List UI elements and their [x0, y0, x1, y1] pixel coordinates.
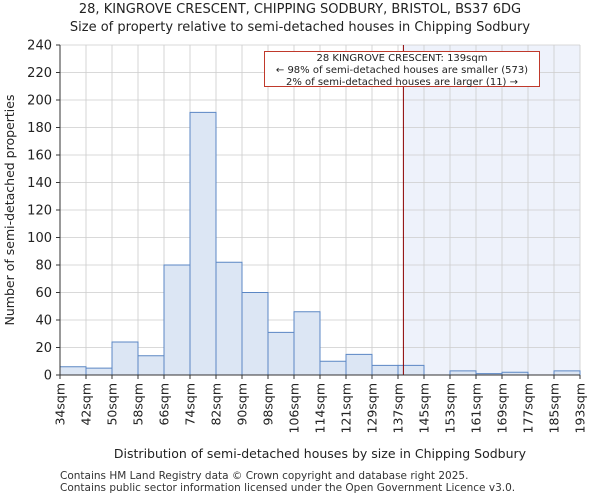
y-tick-label: 180 — [27, 121, 52, 136]
histogram-bar — [345, 353, 373, 376]
histogram-bar — [449, 370, 477, 376]
x-tick-label: 177sqm — [521, 383, 536, 433]
x-tick-label: 98sqm — [261, 383, 276, 426]
histogram-bar — [189, 111, 217, 376]
histogram-bar — [163, 264, 191, 376]
x-axis-title: Distribution of semi-detached houses by … — [114, 446, 527, 461]
y-tick-label: 0 — [44, 369, 52, 384]
chart-title-line1: 28, KINGROVE CRESCENT, CHIPPING SODBURY,… — [78, 2, 522, 17]
x-tick-label: 50sqm — [105, 383, 120, 426]
footer-copyright: Contains HM Land Registry data © Crown c… — [60, 470, 469, 482]
x-tick-label: 129sqm — [365, 383, 380, 433]
x-tick-label: 169sqm — [495, 383, 510, 433]
x-tick-label: 137sqm — [391, 383, 406, 433]
x-tick-label: 74sqm — [183, 383, 198, 426]
annotation-line2: ← 98% of semi-detached houses are smalle… — [275, 65, 529, 76]
histogram-bar — [111, 341, 139, 376]
y-tick-label: 120 — [27, 204, 52, 219]
x-tick-label: 90sqm — [235, 383, 250, 426]
x-tick-label: 193sqm — [573, 383, 588, 433]
annotation-line3: 2% of semi-detached houses are larger (1… — [285, 77, 519, 88]
histogram-bar — [397, 364, 425, 376]
histogram-bar — [319, 360, 347, 376]
y-axis-title: Number of semi-detached properties — [2, 95, 17, 326]
property-annotation-box: 28 KINGROVE CRESCENT: 139sqm ← 98% of se… — [264, 51, 540, 88]
histogram-bar — [371, 364, 399, 376]
histogram-bar — [241, 292, 269, 376]
y-tick-label: 40 — [35, 314, 52, 329]
y-tick-label: 200 — [27, 94, 52, 109]
chart-title-line2: Size of property relative to semi-detach… — [69, 20, 531, 35]
x-tick-label: 42sqm — [79, 383, 94, 426]
y-tick-label: 20 — [35, 341, 52, 356]
x-tick-label: 106sqm — [287, 383, 302, 433]
y-tick-label: 100 — [27, 231, 52, 246]
x-tick-label: 34sqm — [53, 383, 68, 426]
x-tick-label: 121sqm — [339, 383, 354, 433]
y-tick-label: 240 — [27, 39, 52, 54]
x-tick-label: 66sqm — [157, 383, 172, 426]
annotation-line1: 28 KINGROVE CRESCENT: 139sqm — [316, 53, 488, 64]
y-tick-label: 60 — [35, 286, 52, 301]
histogram-bar — [293, 311, 321, 376]
x-tick-label: 114sqm — [313, 383, 328, 433]
y-tick-label: 80 — [35, 259, 52, 274]
x-tick-label: 185sqm — [547, 383, 562, 433]
x-tick-label: 161sqm — [469, 383, 484, 433]
x-tick-label: 82sqm — [209, 383, 224, 426]
histogram-bar — [137, 355, 165, 376]
y-tick-label: 160 — [27, 149, 52, 164]
histogram-bar — [553, 370, 581, 376]
histogram-bar — [215, 261, 243, 376]
histogram-bar — [85, 367, 113, 376]
histogram-bar — [59, 366, 87, 376]
x-tick-label: 145sqm — [417, 383, 432, 433]
x-tick-label: 58sqm — [131, 383, 146, 426]
y-tick-label: 140 — [27, 176, 52, 191]
y-tick-label: 220 — [27, 66, 52, 81]
x-tick-label: 153sqm — [443, 383, 458, 433]
footer-licence: Contains public sector information licen… — [60, 482, 516, 494]
histogram-bar — [267, 331, 295, 376]
